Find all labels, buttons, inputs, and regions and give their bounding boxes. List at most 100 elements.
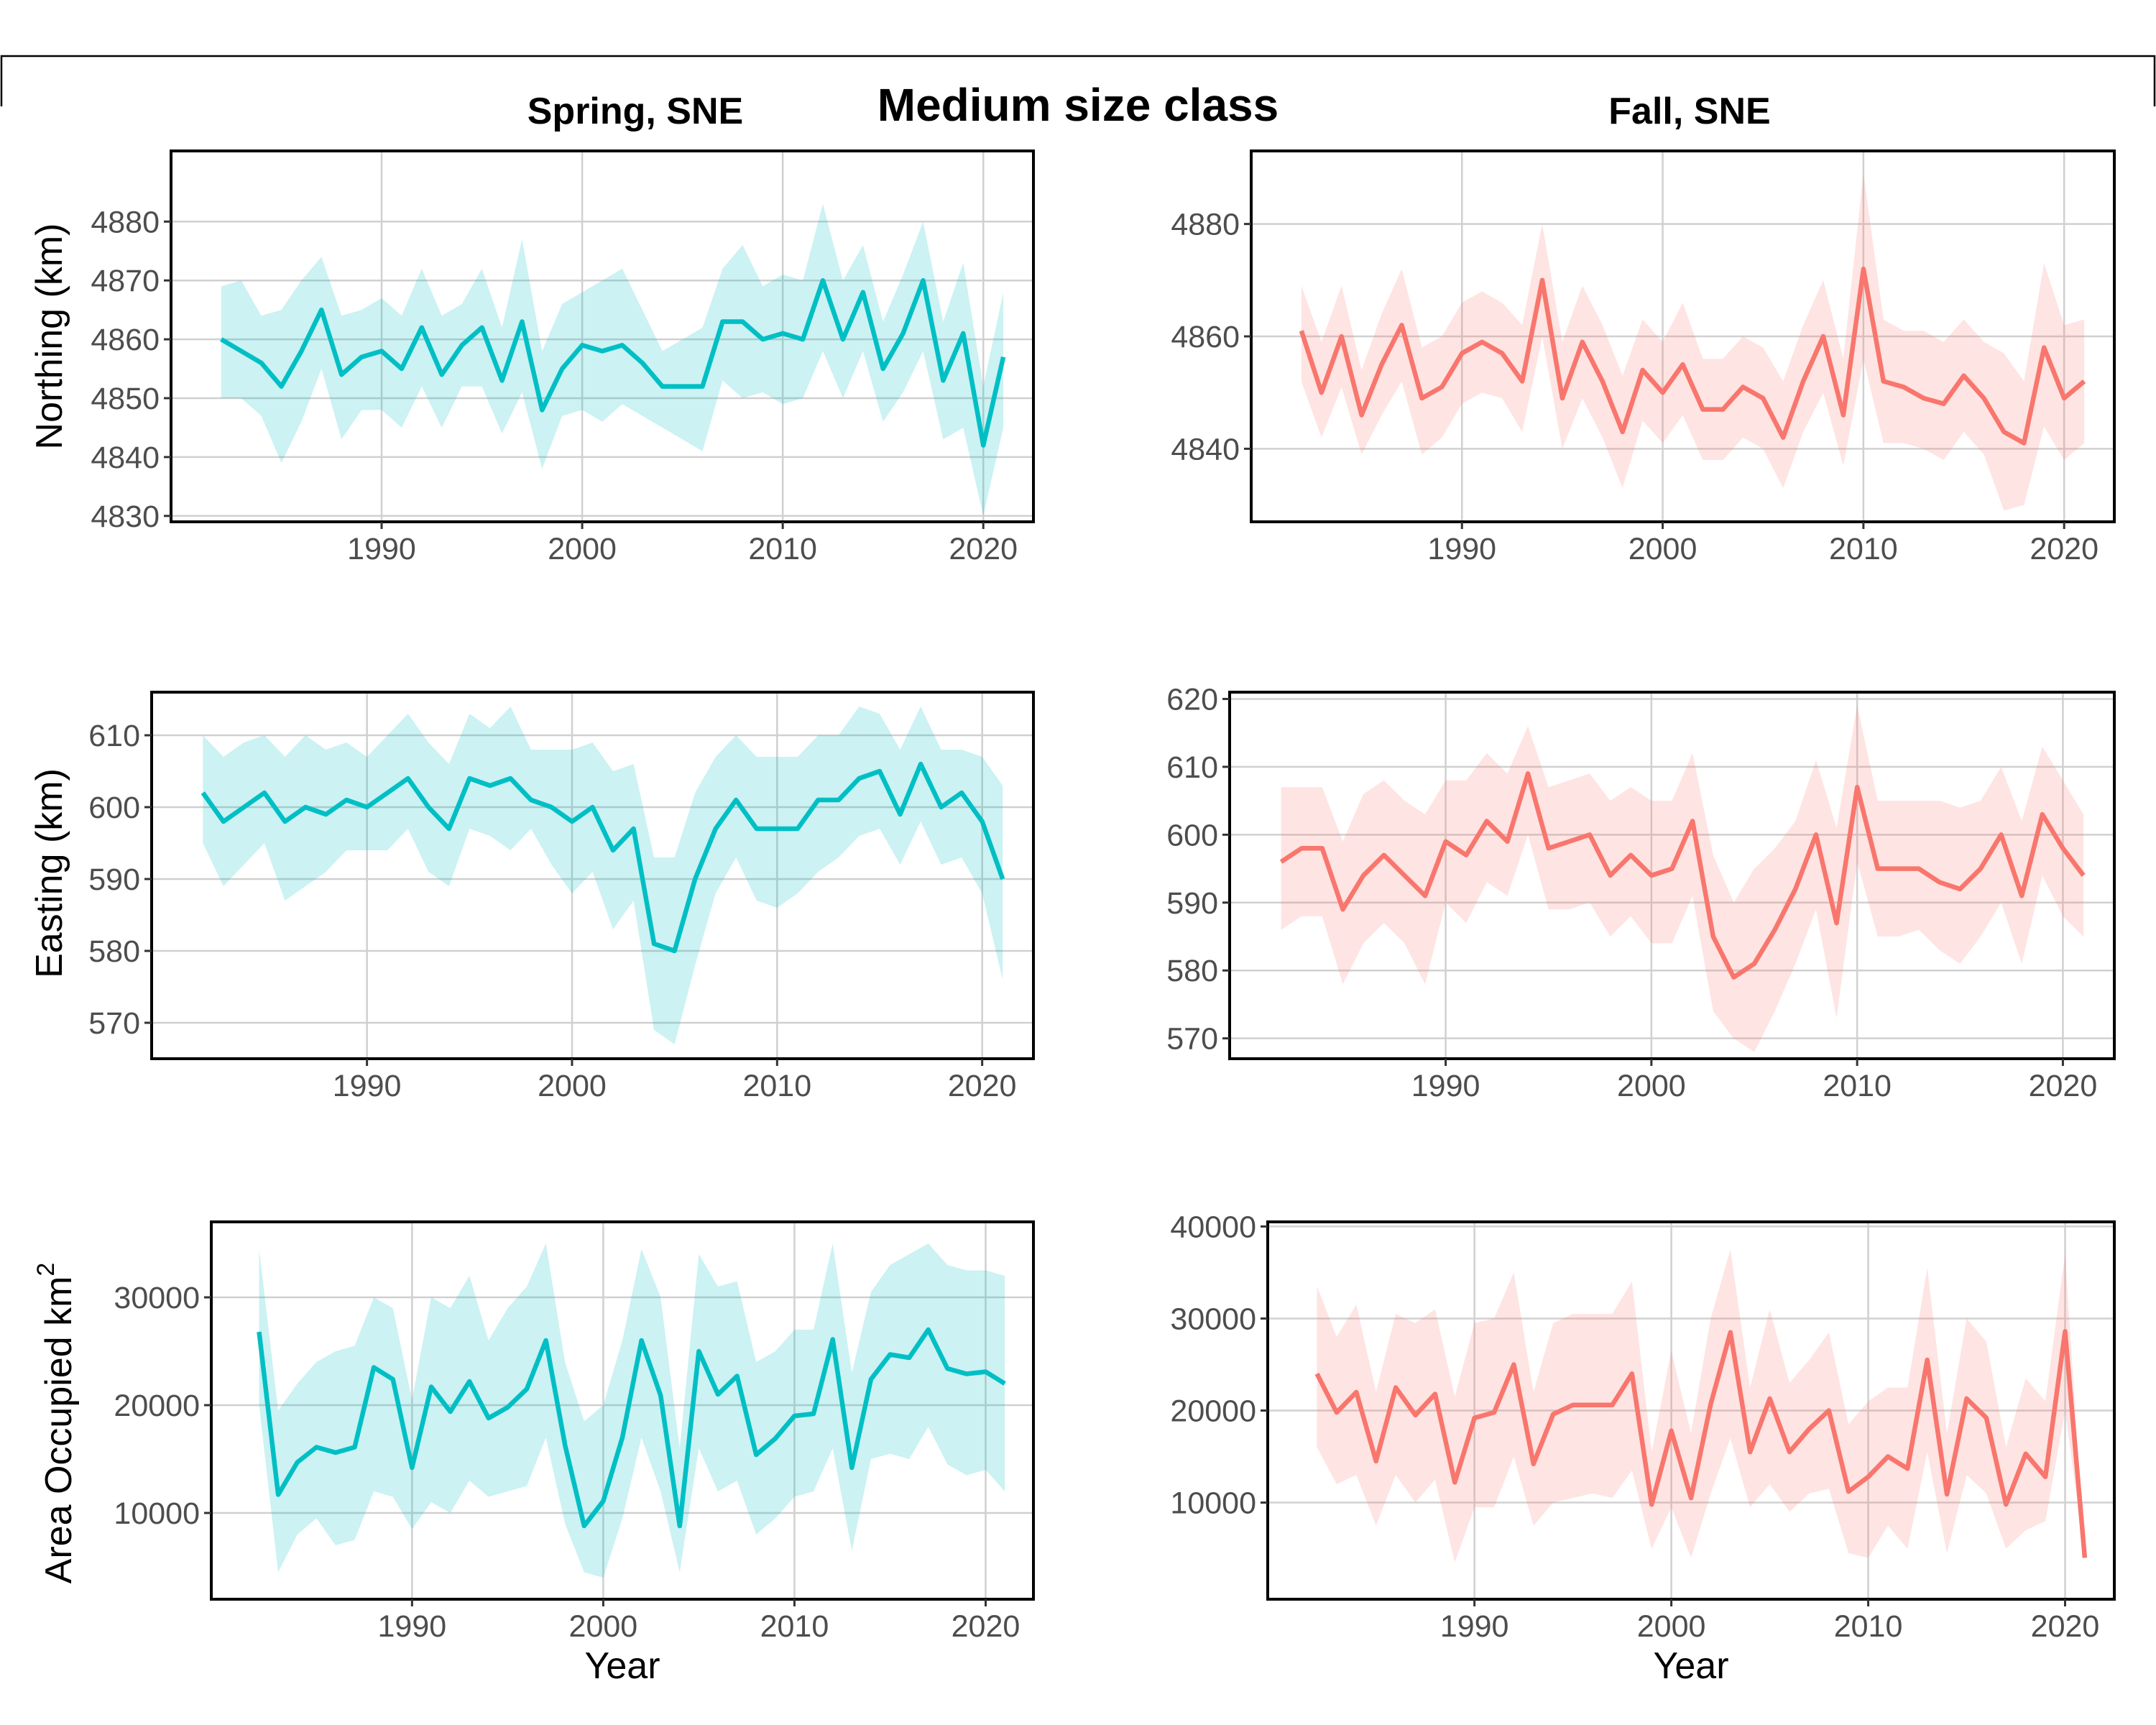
data-point-1987 <box>353 1445 357 1450</box>
data-point-1989 <box>344 798 349 802</box>
y-tick-label: 40000 <box>1170 1210 1256 1244</box>
column-title-fall: Fall, SNE <box>1608 91 1770 132</box>
data-point-2009 <box>760 337 765 341</box>
data-point-1999 <box>560 367 564 371</box>
data-point-1996 <box>1590 1403 1595 1407</box>
y-tick-label: 580 <box>1166 954 1218 988</box>
data-point-1985 <box>1360 413 1364 417</box>
data-point-1988 <box>1419 396 1424 400</box>
data-point-1982 <box>219 337 224 341</box>
x-tick-label: 2000 <box>1637 1609 1706 1644</box>
data-point-1991 <box>1464 853 1468 857</box>
panel-spring-easting: 1990 2000 2010 2020 570 580 590 600 610 <box>88 691 1035 1103</box>
data-point-2009 <box>755 827 759 831</box>
data-point-2010 <box>1866 1475 1871 1479</box>
data-point-2015 <box>1965 1397 1969 1401</box>
data-point-2003 <box>1728 1330 1733 1335</box>
data-point-1986 <box>1361 873 1365 878</box>
x-tick-label: 1990 <box>1411 1069 1480 1103</box>
data-point-2012 <box>831 1338 835 1342</box>
data-point-2012 <box>1896 867 1900 871</box>
x-tick-label: 1990 <box>378 1609 447 1644</box>
data-point-1996 <box>488 783 492 788</box>
data-point-1982 <box>201 791 205 795</box>
data-point-2002 <box>1708 1402 1713 1407</box>
y-tick-label: 600 <box>88 791 140 825</box>
data-point-1987 <box>1382 853 1386 857</box>
data-point-1994 <box>1540 278 1544 282</box>
series-line <box>1279 771 2086 980</box>
data-point-1998 <box>1621 430 1625 434</box>
data-point-2005 <box>681 385 685 389</box>
data-point-2014 <box>869 1377 873 1381</box>
data-point-2001 <box>591 805 595 809</box>
data-point-1983 <box>221 819 226 824</box>
x-tick-label: 2010 <box>1829 532 1898 566</box>
series-line <box>1299 266 2086 446</box>
y-tick-label: 4880 <box>1171 208 1240 242</box>
data-point-2001 <box>1670 867 1674 871</box>
data-point-1995 <box>505 1405 510 1409</box>
data-point-2012 <box>1905 1466 1909 1471</box>
data-point-1988 <box>372 1366 376 1370</box>
data-point-1993 <box>440 372 444 377</box>
confidence-band <box>203 707 1003 1044</box>
data-point-2020 <box>2060 846 2065 850</box>
data-point-2013 <box>1917 867 1921 871</box>
data-point-1986 <box>333 1450 338 1455</box>
x-tick-label: 2020 <box>2030 532 2099 566</box>
x-tick-label: 2020 <box>2031 1609 2100 1644</box>
y-tick-label: 4870 <box>91 264 160 298</box>
data-point-2000 <box>1669 1429 1674 1433</box>
confidence-band <box>1317 1249 2085 1563</box>
data-point-2006 <box>1781 436 1785 440</box>
data-point-2011 <box>1886 1455 1890 1459</box>
data-point-2010 <box>775 827 779 831</box>
data-point-1993 <box>426 805 430 809</box>
data-point-1993 <box>1520 380 1524 384</box>
data-point-2018 <box>2019 893 2024 898</box>
y-tick-label: 610 <box>1166 750 1218 785</box>
y-tick-label: 4840 <box>91 441 160 475</box>
figure-title: Medium size class <box>877 79 1279 131</box>
data-point-2011 <box>1881 380 1886 384</box>
data-point-2005 <box>696 1349 701 1353</box>
data-point-1997 <box>508 776 512 781</box>
data-point-1990 <box>365 805 369 809</box>
y-tick-label: 600 <box>1166 818 1218 852</box>
data-point-2013 <box>849 1466 854 1470</box>
data-point-1995 <box>467 776 471 781</box>
y-tick-label: 580 <box>88 934 140 969</box>
data-point-1987 <box>1413 1413 1417 1417</box>
data-point-2014 <box>1942 402 1946 406</box>
x-tick-label: 2020 <box>949 532 1018 566</box>
data-point-2015 <box>1958 887 1962 891</box>
x-tick-label: 2010 <box>760 1609 829 1644</box>
data-point-2019 <box>959 791 964 795</box>
y-tick-label: 20000 <box>114 1389 200 1423</box>
x-tick-label: 1990 <box>347 532 416 566</box>
data-point-2010 <box>780 331 785 336</box>
data-point-1986 <box>282 819 287 824</box>
x-tick-label: 2000 <box>569 1609 638 1644</box>
data-point-2015 <box>888 1353 892 1357</box>
data-point-2006 <box>1787 1450 1792 1454</box>
confidence-band <box>1281 705 2084 1052</box>
data-point-2001 <box>1689 1496 1693 1500</box>
data-point-2012 <box>816 798 820 802</box>
y-tick-label: 30000 <box>1170 1302 1256 1336</box>
data-point-2010 <box>1861 267 1866 271</box>
data-point-1999 <box>549 805 553 809</box>
data-point-2020 <box>981 443 985 448</box>
data-point-2002 <box>1690 819 1695 823</box>
data-point-1995 <box>1571 1403 1575 1407</box>
data-point-1993 <box>1531 1462 1536 1466</box>
data-point-1996 <box>499 378 504 382</box>
panel-fall-area: 1990 2000 2010 2020 10000 20000 30000 40000 <box>1170 1210 2116 1644</box>
x-tick-label: 2000 <box>538 1069 607 1103</box>
data-point-2015 <box>877 769 882 773</box>
x-tick-label: 2000 <box>1617 1069 1686 1103</box>
data-point-2006 <box>693 877 697 881</box>
data-point-1983 <box>276 1493 280 1497</box>
data-point-2003 <box>658 1394 663 1398</box>
